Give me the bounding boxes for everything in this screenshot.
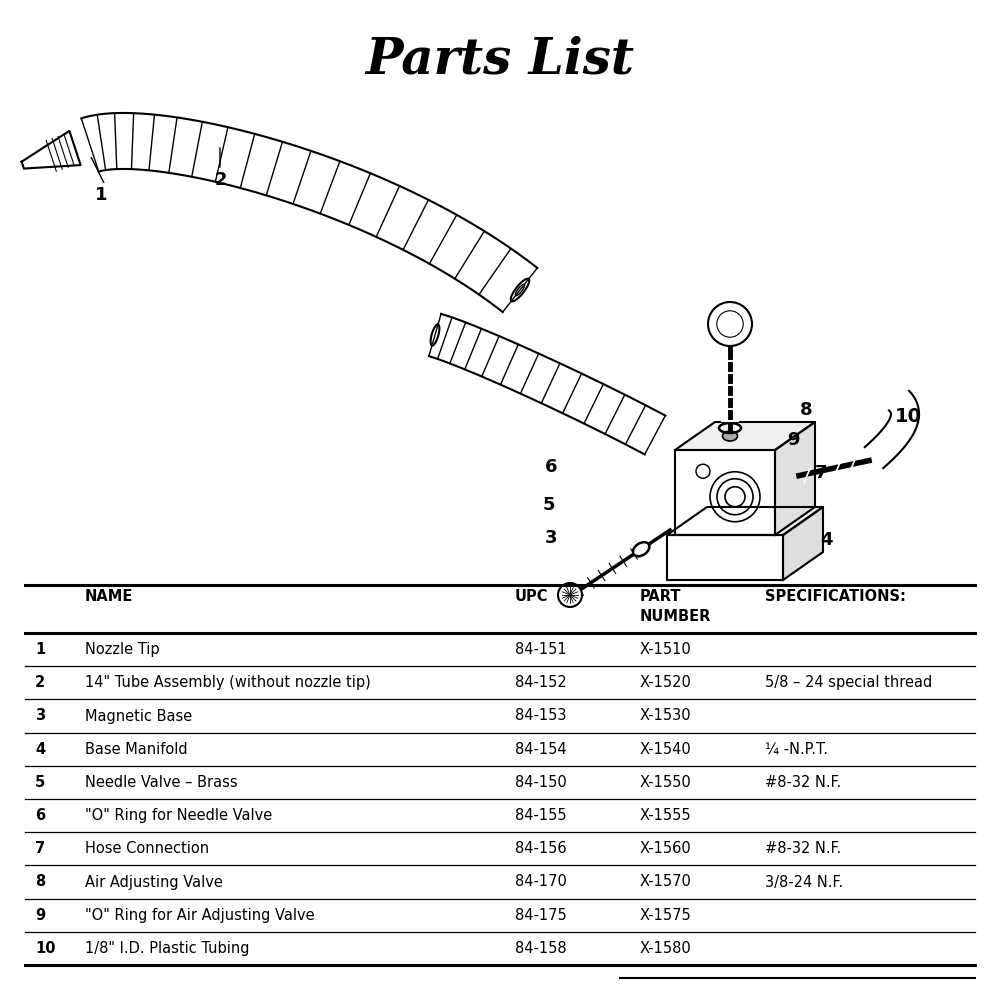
Text: 9: 9 — [35, 908, 45, 923]
Text: 84-153: 84-153 — [515, 708, 566, 724]
Text: 6: 6 — [35, 808, 45, 823]
Text: 8: 8 — [800, 401, 813, 419]
Circle shape — [708, 302, 752, 346]
Text: 9: 9 — [787, 431, 800, 449]
Text: "O" Ring for Air Adjusting Valve: "O" Ring for Air Adjusting Valve — [85, 908, 315, 923]
Polygon shape — [675, 450, 775, 535]
Text: X-1570: X-1570 — [640, 874, 692, 890]
Text: 5/8 – 24 special thread: 5/8 – 24 special thread — [765, 675, 932, 690]
Text: 1: 1 — [35, 642, 45, 657]
Text: 84-170: 84-170 — [515, 874, 567, 890]
Text: 84-175: 84-175 — [515, 908, 567, 923]
Text: X-1575: X-1575 — [640, 908, 692, 923]
Text: X-1550: X-1550 — [640, 775, 692, 790]
Text: X-1510: X-1510 — [640, 642, 692, 657]
Polygon shape — [675, 422, 815, 450]
Text: X-1555: X-1555 — [640, 808, 692, 823]
Text: 3: 3 — [545, 529, 558, 547]
Text: 10: 10 — [35, 941, 56, 956]
Text: 10: 10 — [895, 407, 922, 426]
Text: X-1520: X-1520 — [640, 675, 692, 690]
Polygon shape — [22, 131, 81, 169]
Text: 3: 3 — [35, 708, 45, 724]
Polygon shape — [775, 422, 815, 535]
Text: X-1540: X-1540 — [640, 742, 692, 757]
Text: Needle Valve – Brass: Needle Valve – Brass — [85, 775, 238, 790]
Text: 6: 6 — [545, 458, 558, 476]
Text: ¼ -N.P.T.: ¼ -N.P.T. — [765, 742, 828, 757]
Text: Magnetic Base: Magnetic Base — [85, 708, 192, 724]
Text: Air Adjusting Valve: Air Adjusting Valve — [85, 874, 223, 890]
Text: 5: 5 — [542, 496, 555, 514]
Text: 4: 4 — [35, 742, 45, 757]
Text: Hose Connection: Hose Connection — [85, 841, 209, 856]
Text: Base Manifold: Base Manifold — [85, 742, 188, 757]
Text: 7: 7 — [35, 841, 45, 856]
Polygon shape — [667, 507, 823, 535]
Text: #8-32 N.F.: #8-32 N.F. — [765, 775, 841, 790]
Circle shape — [558, 583, 582, 607]
Text: 14" Tube Assembly (without nozzle tip): 14" Tube Assembly (without nozzle tip) — [85, 675, 371, 690]
Text: 84-156: 84-156 — [515, 841, 567, 856]
Text: X-1580: X-1580 — [640, 941, 692, 956]
Text: PART: PART — [640, 589, 682, 604]
Text: Parts List: Parts List — [366, 35, 635, 84]
Ellipse shape — [633, 542, 649, 556]
Text: SPECIFICATIONS:: SPECIFICATIONS: — [765, 589, 906, 604]
Text: "O" Ring for Needle Valve: "O" Ring for Needle Valve — [85, 808, 272, 823]
Text: 84-155: 84-155 — [515, 808, 567, 823]
Polygon shape — [783, 507, 823, 580]
Ellipse shape — [723, 431, 738, 441]
Text: 84-158: 84-158 — [515, 941, 567, 956]
Text: 8: 8 — [35, 874, 45, 890]
Text: 84-154: 84-154 — [515, 742, 567, 757]
Text: 84-152: 84-152 — [515, 675, 567, 690]
Text: UPC: UPC — [515, 589, 548, 604]
Text: NAME: NAME — [85, 589, 133, 604]
Text: 5: 5 — [35, 775, 45, 790]
Text: 1: 1 — [95, 186, 108, 204]
Polygon shape — [865, 391, 919, 468]
Text: 84-151: 84-151 — [515, 642, 567, 657]
Polygon shape — [667, 535, 783, 580]
Text: X-1560: X-1560 — [640, 841, 692, 856]
Text: 2: 2 — [35, 675, 45, 690]
Text: 84-150: 84-150 — [515, 775, 567, 790]
Text: X-1530: X-1530 — [640, 708, 692, 724]
Text: 2: 2 — [215, 171, 228, 189]
Text: 4: 4 — [820, 531, 832, 549]
Text: 7: 7 — [815, 464, 828, 482]
Text: 3/8-24 N.F.: 3/8-24 N.F. — [765, 874, 843, 890]
Text: #8-32 N.F.: #8-32 N.F. — [765, 841, 841, 856]
Text: Nozzle Tip: Nozzle Tip — [85, 642, 160, 657]
Text: 1/8" I.D. Plastic Tubing: 1/8" I.D. Plastic Tubing — [85, 941, 250, 956]
Text: NUMBER: NUMBER — [640, 609, 711, 624]
